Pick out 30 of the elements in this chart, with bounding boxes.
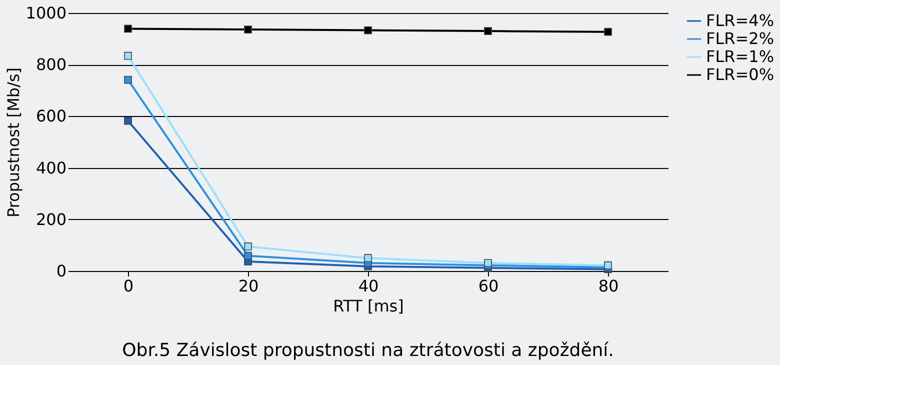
legend-label: FLR=1% xyxy=(706,47,774,66)
point xyxy=(124,76,132,84)
x-axis-title: RTT [ms] xyxy=(333,296,404,316)
point xyxy=(484,259,492,267)
x-tick-label: 40 xyxy=(358,276,379,296)
y-tick-label: 800 xyxy=(36,55,66,74)
point xyxy=(364,26,372,34)
text: Obr.5 Závislost propustnosti na ztrátovosti a zpoždění. xyxy=(122,340,614,361)
point xyxy=(244,252,252,260)
y-tick-label: 0 xyxy=(56,262,66,280)
x-tick-label: 80 xyxy=(598,276,619,296)
legend-label: FLR=0% xyxy=(706,65,774,84)
legend-label: FLR=2% xyxy=(706,29,774,48)
y-axis-title: Propustnost [Mb/s] xyxy=(4,67,23,218)
point xyxy=(124,24,132,33)
x-tick-label: 0 xyxy=(123,276,134,296)
x-tick-label: 20 xyxy=(238,276,259,296)
y-tick-label: 400 xyxy=(36,158,66,178)
point xyxy=(364,254,372,262)
y-tick-label: 1000 xyxy=(26,4,66,22)
point xyxy=(244,26,252,34)
x-tick-label: 60 xyxy=(478,276,499,296)
y-tick-label: 200 xyxy=(36,210,66,229)
y-tick-label: 600 xyxy=(36,106,66,126)
point xyxy=(124,52,132,60)
legend-label: FLR=4% xyxy=(706,11,774,30)
point xyxy=(244,242,252,250)
point xyxy=(484,27,492,35)
point xyxy=(604,28,612,36)
point xyxy=(124,116,132,125)
